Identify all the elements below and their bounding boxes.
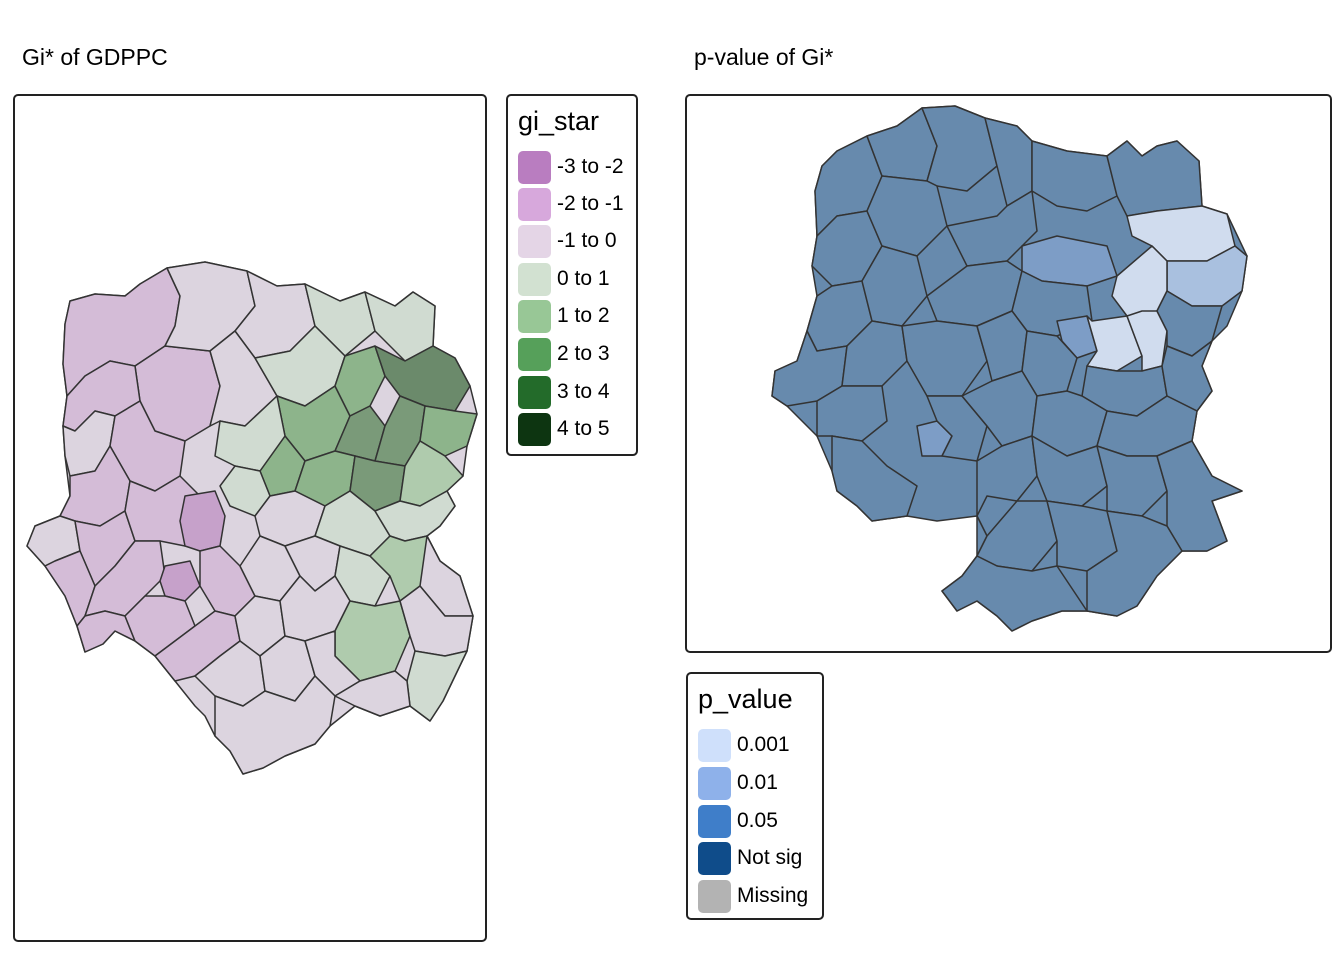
legend-swatch — [518, 187, 551, 221]
legend-item-label: 0.01 — [737, 771, 778, 794]
legend-swatch — [698, 841, 731, 875]
legend-item-label: 1 to 2 — [557, 304, 610, 327]
region-east-11 — [214, 395, 286, 472]
p-region-n6 — [1106, 140, 1203, 217]
legend-item-label: 0.05 — [737, 809, 778, 832]
p-region-n3 — [921, 105, 998, 192]
p-region-s17 — [941, 555, 1088, 632]
region-north-5 — [364, 291, 436, 362]
legend-swatch — [518, 337, 551, 371]
legend-item: -3 to -2 — [518, 150, 624, 184]
region-south-17 — [334, 670, 411, 717]
legend-swatch — [698, 804, 731, 838]
p-region-c5 — [1056, 315, 1098, 359]
legend-item: -1 to 0 — [518, 224, 617, 258]
gi-star-legend: gi_star -3 to -2 -2 to -1 -1 to 0 0 to 1… — [506, 94, 638, 456]
legend-item: 0 to 1 — [518, 262, 610, 296]
p-region-w5 — [771, 330, 848, 407]
p-region-s11 — [1031, 435, 1108, 507]
legend-swatch — [518, 150, 551, 184]
legend-item-label: 0 to 1 — [557, 267, 610, 290]
legend-item: 1 to 2 — [518, 299, 610, 333]
p-value-map — [685, 94, 1332, 653]
p-region-w7 — [816, 385, 888, 442]
legend-item: Missing — [698, 879, 808, 913]
region-east-3 — [374, 345, 471, 412]
p-region-s13 — [1156, 440, 1243, 552]
region-south-16 — [406, 650, 468, 722]
legend-item: 0.05 — [698, 804, 778, 838]
legend-item-label: 0.001 — [737, 733, 790, 756]
p-region-s12 — [1096, 445, 1168, 517]
region-west-10 — [179, 490, 226, 552]
legend-item-label: Missing — [737, 884, 809, 907]
legend-item: 0.01 — [698, 766, 778, 800]
region-south-18 — [214, 675, 336, 775]
legend-item-label: 2 to 3 — [557, 342, 610, 365]
legend-item: Not sig — [698, 841, 802, 875]
legend-swatch — [698, 879, 731, 913]
gi-star-map — [13, 94, 487, 942]
legend-item: 0.001 — [698, 728, 790, 762]
p-region-s16 — [1086, 510, 1183, 617]
legend-item-label: Not sig — [737, 846, 803, 869]
gi-star-map-svg — [26, 261, 478, 775]
legend-item: -2 to -1 — [518, 187, 624, 221]
left-map-title: Gi* of GDPPC — [22, 44, 168, 70]
legend-swatch — [518, 262, 551, 296]
legend-item: 4 to 5 — [518, 412, 610, 446]
legend-swatch — [698, 728, 731, 762]
legend-item-label: 4 to 5 — [557, 417, 610, 440]
right-map-title: p-value of Gi* — [694, 44, 834, 70]
p-region-n5 — [1031, 140, 1118, 212]
legend-item: 2 to 3 — [518, 337, 610, 371]
p-value-legend: p_value 0.001 0.01 0.05 Not sig Missing — [686, 672, 824, 920]
p-region-s5 — [1161, 340, 1213, 412]
legend-swatch — [518, 224, 551, 258]
legend-swatch — [518, 299, 551, 333]
legend-item: 3 to 4 — [518, 375, 610, 409]
p-region-w9 — [831, 435, 918, 522]
legend-item-label: 3 to 4 — [557, 380, 610, 403]
legend-item-label: -3 to -2 — [557, 155, 624, 178]
legend-swatch — [698, 766, 731, 800]
region-west-14 — [76, 610, 136, 653]
legend-item-label: -2 to -1 — [557, 192, 624, 215]
legend-item-label: -1 to 0 — [557, 229, 617, 252]
legend-swatch — [518, 412, 551, 446]
legend-swatch — [518, 375, 551, 409]
p-value-legend-title: p_value — [698, 684, 793, 714]
p-value-map-svg — [771, 105, 1248, 632]
gi-star-legend-title: gi_star — [518, 106, 600, 136]
